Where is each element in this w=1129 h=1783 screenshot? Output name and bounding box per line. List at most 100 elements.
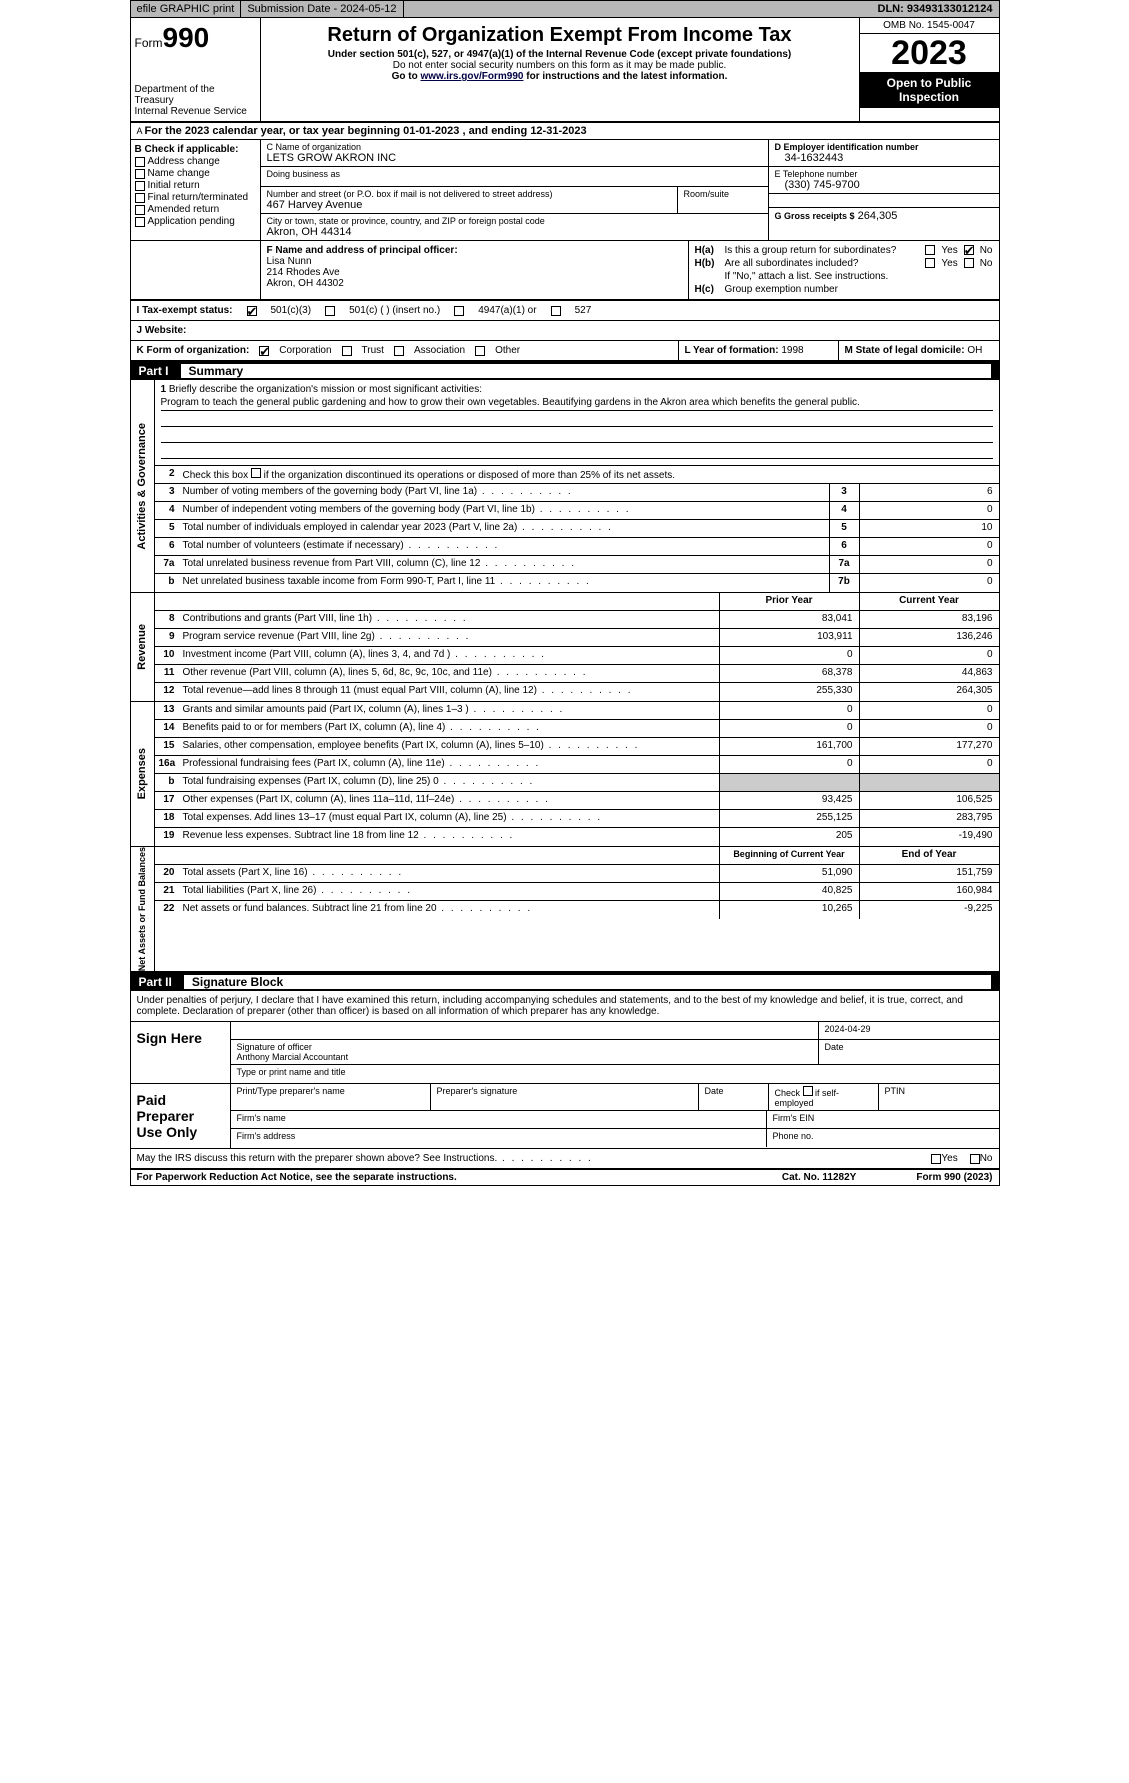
prior-value: 93,425 [719, 792, 859, 809]
part2-title: Signature Block [184, 975, 991, 989]
m-label: M State of legal domicile: [845, 345, 965, 356]
checkbox-icon[interactable] [970, 1154, 980, 1164]
tax-year: 2023 [860, 34, 999, 72]
sig-of-officer [231, 1022, 819, 1039]
chk-name-change[interactable]: Name change [135, 168, 256, 179]
prior-value: 161,700 [719, 738, 859, 755]
data-line: 13 Grants and similar amounts paid (Part… [155, 702, 999, 720]
l-value: 1998 [781, 345, 803, 356]
data-line: 17 Other expenses (Part IX, column (A), … [155, 792, 999, 810]
line-box: 7a [829, 556, 859, 573]
prior-year-hdr: Prior Year [719, 593, 859, 610]
line-text: Total number of individuals employed in … [179, 520, 829, 537]
checkbox-icon[interactable] [259, 346, 269, 356]
chk-amended[interactable]: Amended return [135, 204, 256, 215]
line-num: 5 [155, 520, 179, 537]
checkbox-icon[interactable] [964, 258, 974, 268]
checkbox-icon[interactable] [394, 346, 404, 356]
prior-value: 0 [719, 647, 859, 664]
prior-value: 51,090 [719, 865, 859, 882]
box-b: B Check if applicable: Address change Na… [131, 140, 261, 240]
sig-row1: 2024-04-29 [231, 1022, 999, 1040]
blank [179, 593, 719, 610]
chk-address-change[interactable]: Address change [135, 156, 256, 167]
checkbox-icon[interactable] [925, 245, 935, 255]
line-box: 4 [829, 502, 859, 519]
checkbox-icon[interactable] [925, 258, 935, 268]
checkbox-icon[interactable] [803, 1086, 813, 1096]
line-num: 20 [155, 865, 179, 882]
pp-date-label: Date [699, 1084, 769, 1110]
room-cell: Room/suite [678, 187, 768, 213]
form-990-page: efile GRAPHIC print Submission Date - 20… [130, 0, 1000, 1186]
form-number: Form990 [135, 22, 256, 54]
checkbox-icon[interactable] [475, 346, 485, 356]
check-pre: Check [775, 1088, 801, 1098]
current-value: 0 [859, 702, 999, 719]
checkbox-icon[interactable] [454, 306, 464, 316]
checkbox-icon[interactable] [964, 245, 974, 255]
opt-501c3: 501(c)(3) [271, 305, 312, 316]
box-d: D Employer identification number 34-1632… [769, 140, 999, 240]
checkbox-icon[interactable] [251, 468, 261, 478]
opt-501c: 501(c) ( ) (insert no.) [349, 305, 440, 316]
gov-line: 3 Number of voting members of the govern… [155, 484, 999, 502]
ha-text: Is this a group return for subordinates? [725, 245, 926, 256]
line-num: 10 [155, 647, 179, 664]
checkbox-icon[interactable] [247, 306, 257, 316]
hc-line: H(c) Group exemption number [695, 284, 993, 295]
line-value: 6 [859, 484, 999, 501]
sign-here-table: Sign Here 2024-04-29 Signature of office… [131, 1022, 999, 1084]
prior-value: 255,330 [719, 683, 859, 701]
part2-header: Part II Signature Block [131, 973, 999, 991]
officer-name-title: Anthony Marcial Accountant [237, 1052, 812, 1062]
line-text: Professional fundraising fees (Part IX, … [179, 756, 719, 773]
part1-title: Summary [181, 364, 991, 378]
line-text: Total assets (Part X, line 16) [179, 865, 719, 882]
data-line: 8 Contributions and grants (Part VIII, l… [155, 611, 999, 629]
checkbox-icon[interactable] [325, 306, 335, 316]
line-value: 0 [859, 574, 999, 592]
mission-text: Program to teach the general public gard… [161, 397, 993, 411]
chk-label: Initial return [148, 180, 200, 191]
line-text: Program service revenue (Part VIII, line… [179, 629, 719, 646]
checkbox-icon[interactable] [342, 346, 352, 356]
yes-label: Yes [941, 245, 957, 256]
gov-line: 4 Number of independent voting members o… [155, 502, 999, 520]
chk-initial-return[interactable]: Initial return [135, 180, 256, 191]
part1-num: Part I [139, 364, 177, 378]
cal-end: 12-31-2023 [530, 125, 586, 137]
blank [155, 847, 179, 864]
ssn-warning: Do not enter social security numbers on … [267, 60, 853, 71]
chk-app-pending[interactable]: Application pending [135, 216, 256, 227]
line-text: Grants and similar amounts paid (Part IX… [179, 702, 719, 719]
hb-checks: Yes No [925, 258, 992, 269]
line-num: 14 [155, 720, 179, 737]
current-value: 0 [859, 756, 999, 773]
irs-link[interactable]: www.irs.gov/Form990 [420, 71, 523, 82]
data-line: 11 Other revenue (Part VIII, column (A),… [155, 665, 999, 683]
form-ref: Form 990 (2023) [916, 1172, 992, 1183]
efile-label: efile GRAPHIC print [131, 1, 242, 17]
prior-value: 68,378 [719, 665, 859, 682]
org-name-row: C Name of organization LETS GROW AKRON I… [261, 140, 768, 167]
line-num: 3 [155, 484, 179, 501]
hc-label: H(c) [695, 284, 725, 295]
current-value: 83,196 [859, 611, 999, 628]
checkbox-icon[interactable] [551, 306, 561, 316]
exp-body: 13 Grants and similar amounts paid (Part… [155, 702, 999, 846]
checkbox-icon[interactable] [931, 1154, 941, 1164]
type-print-label: Type or print name and title [231, 1065, 999, 1083]
k-corp: Corporation [279, 345, 331, 356]
city-value: Akron, OH 44314 [267, 226, 762, 238]
chk-final-return[interactable]: Final return/terminated [135, 192, 256, 203]
line-value: 0 [859, 538, 999, 555]
hb-line: H(b) Are all subordinates included? Yes … [695, 258, 993, 269]
line-num: 16a [155, 756, 179, 773]
spacer [404, 1, 872, 17]
form-subtitle: Under section 501(c), 527, or 4947(a)(1)… [267, 49, 853, 60]
prior-value: 0 [719, 702, 859, 719]
side-label: Net Assets or Fund Balances [137, 847, 147, 971]
mission-line3 [161, 429, 993, 443]
begin-year-hdr: Beginning of Current Year [719, 847, 859, 864]
